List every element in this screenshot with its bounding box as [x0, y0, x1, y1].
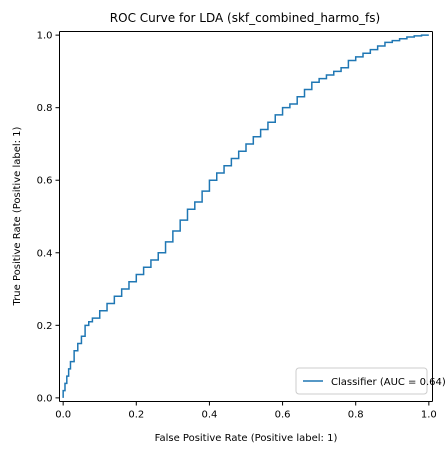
- x-tick-label: 0.2: [128, 410, 144, 421]
- legend-box: [295, 367, 428, 395]
- roc-curve-line: [62, 34, 429, 398]
- legend-label: Classifier (AUC = 0.64): [331, 377, 446, 388]
- x-tick-label: 1.0: [421, 410, 437, 421]
- y-tick-label: 0.6: [37, 176, 53, 187]
- y-axis-label: True Positive Rate (Positive label: 1): [12, 126, 23, 306]
- y-tick-label: 0.8: [37, 103, 53, 114]
- x-tick-label: 0.6: [275, 410, 291, 421]
- x-ticks: 0.0 0.2 0.4 0.6 0.8 1.0: [55, 401, 437, 421]
- x-axis-label: False Positive Rate (Positive label: 1): [155, 433, 338, 444]
- y-tick-label: 1.0: [37, 31, 53, 42]
- x-tick-label: 0.4: [201, 410, 217, 421]
- plot-area: [59, 31, 433, 402]
- y-tick-label: 0.4: [37, 248, 53, 259]
- y-tick-label: 0.0: [37, 393, 53, 404]
- legend: Classifier (AUC = 0.64): [295, 367, 446, 395]
- chart-title: ROC Curve for LDA (skf_combined_harmo_fs…: [110, 11, 380, 25]
- x-tick-label: 0.8: [348, 410, 364, 421]
- axes-frame: [59, 31, 433, 402]
- curve-layer: [62, 34, 429, 398]
- y-tick-label: 0.2: [37, 321, 53, 332]
- x-tick-label: 0.0: [55, 410, 71, 421]
- y-ticks: 0.0 0.2 0.4 0.6 0.8 1.0: [37, 31, 60, 404]
